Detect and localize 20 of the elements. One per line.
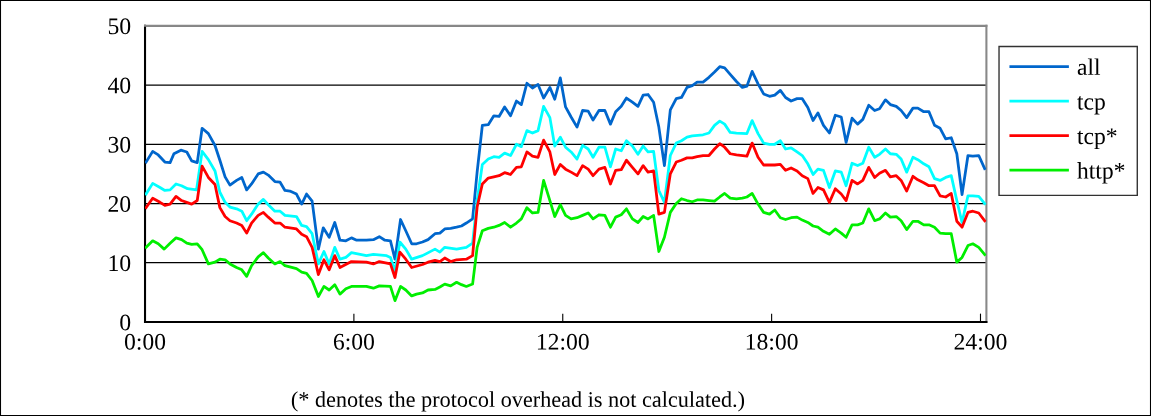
x-tick-label: 12:00 — [537, 333, 589, 350]
y-tick-label: 30 — [108, 136, 131, 153]
legend-label: tcp* — [1077, 128, 1117, 149]
y-tick-label: 50 — [108, 18, 131, 35]
y-tick-label: 10 — [109, 255, 131, 272]
y-tick-label: 20 — [108, 196, 131, 212]
line-series — [145, 65, 987, 261]
line-series — [145, 179, 987, 303]
legend-label: tcp — [1077, 96, 1105, 115]
x-tick-label: 18:00 — [746, 333, 798, 350]
text: (* denotes the protocol overhead is not calculated.) — [291, 391, 745, 412]
x-tick-label: 6:00 — [333, 333, 374, 350]
x-tick-label: 24:00 — [954, 333, 1007, 350]
line-series — [145, 138, 987, 279]
line-series — [145, 104, 987, 273]
legend-label: http* — [1077, 162, 1125, 184]
x-tick-label: 0:00 — [124, 333, 166, 350]
y-tick-label: 0 — [120, 314, 131, 331]
legend-label: all — [1077, 58, 1101, 76]
y-tick-label: 40 — [107, 77, 131, 94]
